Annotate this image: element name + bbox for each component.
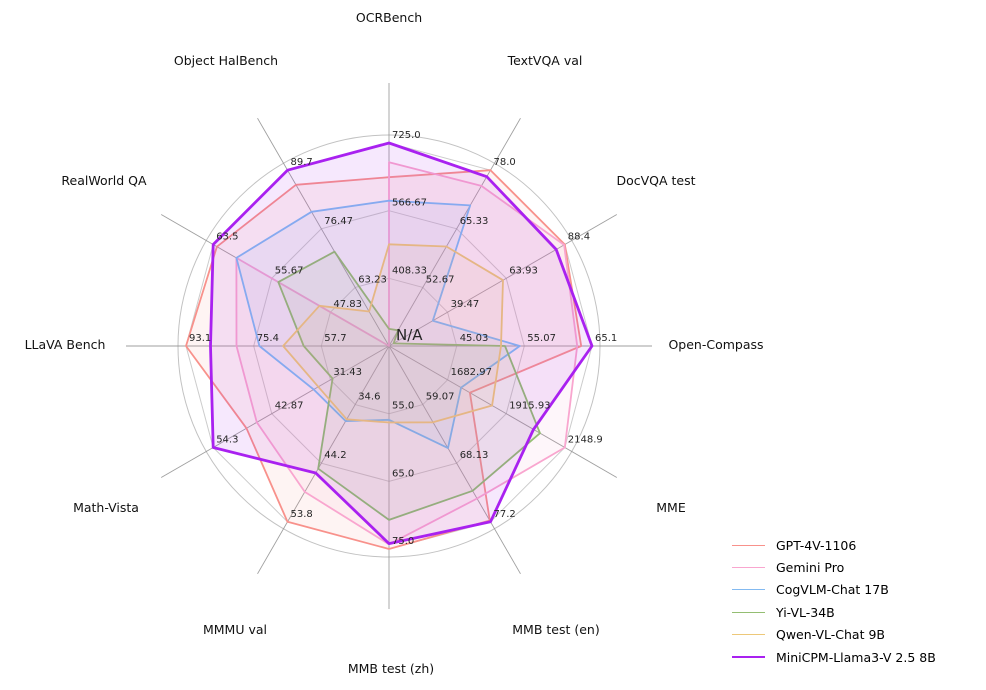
tick-label: 55.0: [392, 401, 414, 412]
tick-label: 63.93: [509, 265, 538, 276]
axis-label-ocrbench: OCRBench: [356, 10, 422, 25]
tick-label: 75.0: [392, 536, 414, 547]
tick-label: 65.33: [460, 216, 489, 227]
legend-item: Gemini Pro: [732, 556, 982, 578]
axis-spoke-math-vista: [160, 345, 390, 478]
legend-swatch-line: [732, 656, 765, 659]
legend-label: Yi-VL-34B: [776, 604, 835, 620]
series-polygon-qwen-vl-chat-9b-fill: [283, 244, 503, 423]
tick-label: 59.07: [426, 392, 455, 403]
axis-label-object-halbench: Object HalBench: [174, 53, 278, 68]
tick-label: 31.43: [333, 367, 362, 378]
tick-label: 1915.93: [509, 401, 550, 412]
series-polygon-gpt-4v-1106-fill: [186, 170, 582, 549]
axis-spoke-mmb-test-en-: [388, 345, 521, 575]
legend-swatch-line: [732, 611, 765, 613]
axis-spoke-mme: [388, 345, 618, 478]
tick-label: 1682.97: [451, 367, 492, 378]
tick-label: 63.23: [358, 274, 387, 285]
legend-item: CogVLM-Chat 17B: [732, 579, 982, 601]
legend-label: Gemini Pro: [776, 560, 845, 576]
tick-label: 2148.9: [568, 435, 603, 446]
series-polygon-qwen-vl-chat-9b: [282, 243, 504, 424]
tick-label: 47.83: [333, 299, 362, 310]
series-polygon-cogvlm-chat-17b-fill: [236, 200, 520, 449]
tick-label: 42.87: [275, 401, 304, 412]
tick-label: 566.67: [392, 198, 427, 209]
tick-label: 39.47: [451, 299, 480, 310]
legend-label: Qwen-VL-Chat 9B: [776, 627, 885, 643]
axis-label-mmb-test-zh-: MMB test (zh): [348, 661, 434, 676]
series-polygon-yi-vl-34b-fill: [278, 251, 540, 520]
tick-label: 34.6: [358, 392, 380, 403]
legend-item: GPT-4V-1106: [732, 534, 982, 556]
tick-label: 65.1: [595, 333, 617, 344]
series-polygon-yi-vl-34b: [277, 250, 541, 521]
series-polygon-minicpm-llama3-v-2-5-8b: [209, 141, 594, 545]
tick-label: 57.7: [324, 333, 346, 344]
tick-label: 55.07: [527, 333, 556, 344]
tick-label: 53.8: [291, 509, 313, 520]
tick-label: 408.33: [392, 265, 427, 276]
axis-label-mmmu-val: MMMU val: [203, 622, 267, 637]
axis-label-llava-bench: LLaVA Bench: [25, 337, 106, 352]
tick-label: 78.0: [494, 157, 516, 168]
axis-spoke-object-halbench: [257, 117, 390, 347]
axis-spoke-textvqa-val: [388, 117, 521, 347]
tick-label: 52.67: [426, 274, 455, 285]
axis-label-textvqa-val: TextVQA val: [507, 53, 583, 68]
series-polygon-minicpm-llama3-v-2-5-8b-fill: [210, 143, 592, 544]
legend-item: Yi-VL-34B: [732, 601, 982, 623]
tick-label: 63.5: [216, 232, 238, 243]
series-polygon-cogvlm-chat-17b: [235, 199, 521, 450]
tick-label: 76.47: [324, 216, 353, 227]
legend-swatch-line: [732, 544, 765, 546]
tick-label: 93.1: [189, 333, 211, 344]
legend-item: MiniCPM-Llama3-V 2.5 8B: [732, 646, 982, 668]
legend-label: CogVLM-Chat 17B: [776, 582, 889, 598]
tick-label: 44.2: [324, 450, 346, 461]
tick-label: 55.67: [275, 265, 304, 276]
center-na-label: N/A: [396, 326, 423, 344]
tick-label: 75.4: [257, 333, 279, 344]
tick-label: 77.2: [494, 509, 516, 520]
tick-label: 45.03: [460, 333, 489, 344]
axis-label-docvqa-test: DocVQA test: [616, 173, 695, 188]
legend: GPT-4V-1106 Gemini Pro CogVLM-Chat 17B Y…: [732, 534, 982, 668]
axis-spoke-mmmu-val: [257, 345, 390, 575]
legend-swatch-line: [732, 567, 765, 569]
tick-label: 88.4: [568, 232, 590, 243]
axis-label-mme: MME: [656, 500, 686, 515]
legend-item: Qwen-VL-Chat 9B: [732, 624, 982, 646]
axis-label-math-vista: Math-Vista: [73, 500, 139, 515]
tick-label: 725.0: [392, 130, 421, 141]
legend-label: MiniCPM-Llama3-V 2.5 8B: [776, 649, 936, 665]
axis-label-realworld-qa: RealWorld QA: [61, 173, 147, 188]
axis-label-mmb-test-en-: MMB test (en): [512, 622, 599, 637]
legend-swatch-line: [732, 589, 765, 591]
legend-label: GPT-4V-1106: [776, 537, 857, 553]
tick-label: 68.13: [460, 450, 489, 461]
legend-swatch-line: [732, 634, 765, 636]
axis-label-open-compass: Open-Compass: [668, 337, 763, 352]
tick-label: 89.7: [291, 157, 313, 168]
tick-label: 65.0: [392, 468, 414, 479]
tick-label: 54.3: [216, 435, 238, 446]
